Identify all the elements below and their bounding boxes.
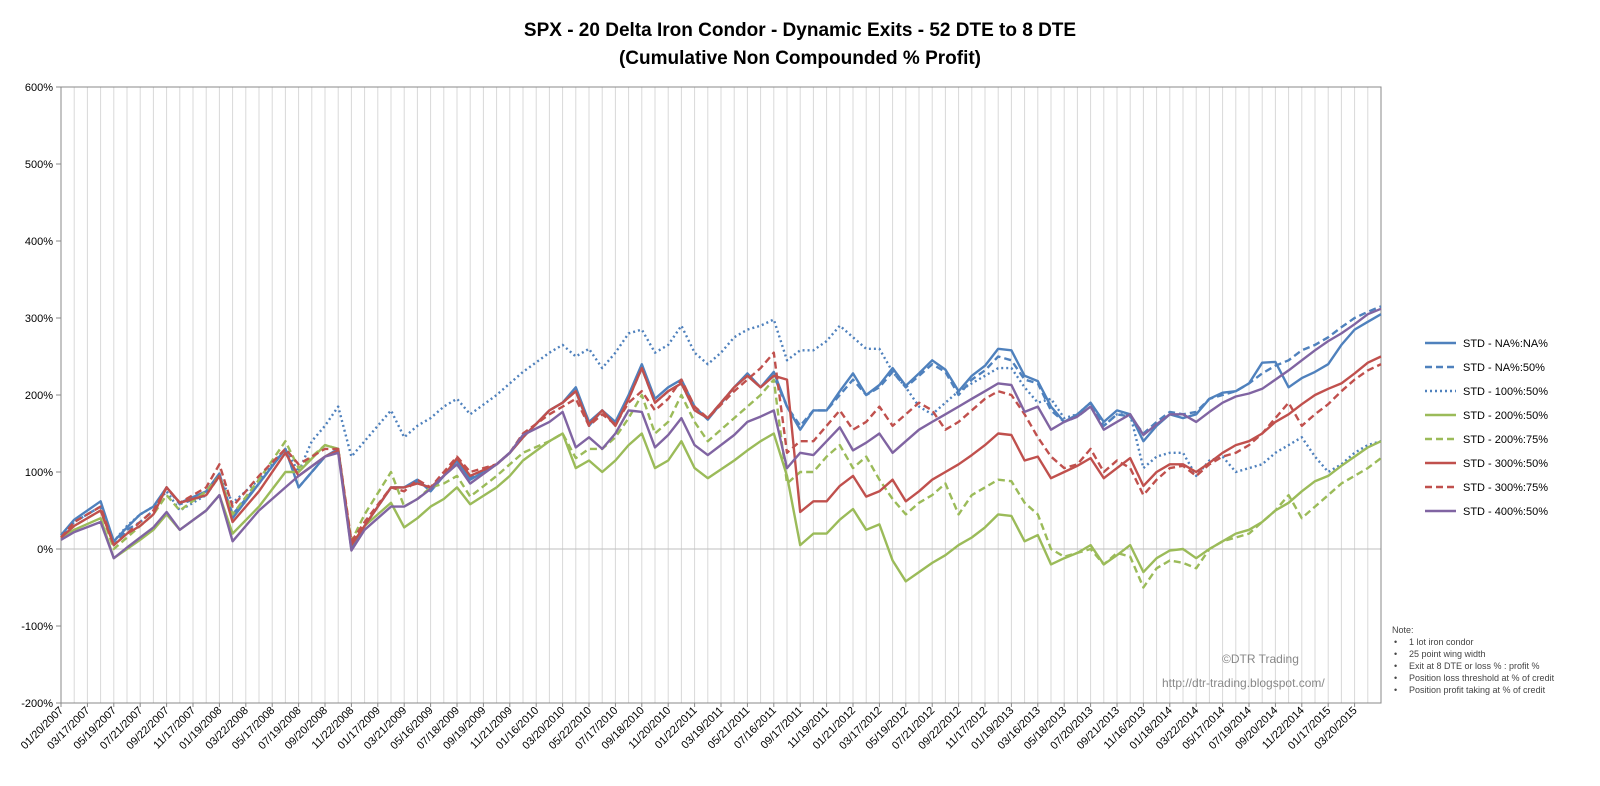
legend-label: STD - 300%:75% xyxy=(1463,482,1548,494)
series-line xyxy=(60,318,1382,543)
y-tick-label: -200% xyxy=(21,698,53,710)
watermark-url: http://dtr-trading.blogspot.com/ xyxy=(1162,676,1325,690)
legend: STD - NA%:NA% STD - NA%:50% STD - 100%:50%… xyxy=(1425,338,1548,518)
legend-label: STD - 400%:50% xyxy=(1463,506,1548,518)
y-tick-label: 100% xyxy=(25,467,53,479)
y-tick-label: -100% xyxy=(21,621,53,633)
series-line xyxy=(60,378,1382,589)
gridlines xyxy=(60,87,1382,703)
y-tick-label: 300% xyxy=(25,313,53,325)
chart-subtitle: (Cumulative Non Compounded % Profit) xyxy=(619,48,981,69)
notes-item: Position loss threshold at % of credit xyxy=(1409,673,1555,683)
y-tick-label: 200% xyxy=(25,390,53,402)
notes-item: Exit at 8 DTE or loss % : profit % xyxy=(1409,661,1540,671)
notes: Note: • 1 lot iron condor • 25 point wing wi… xyxy=(1392,625,1555,695)
series-line xyxy=(60,351,1382,547)
legend-label: STD - NA%:50% xyxy=(1463,362,1545,374)
legend-label: STD - NA%:NA% xyxy=(1463,338,1548,350)
y-tick-label: 600% xyxy=(25,82,53,94)
notes-bullet: • xyxy=(1394,637,1397,647)
watermark-copyright: ©DTR Trading xyxy=(1222,652,1299,666)
y-tick-label: 400% xyxy=(25,236,53,248)
series-line xyxy=(60,432,1382,583)
series-line xyxy=(60,307,1382,560)
legend-label: STD - 100%:50% xyxy=(1463,386,1548,398)
legend-label: STD - 200%:75% xyxy=(1463,434,1548,446)
y-tick-label: 0% xyxy=(37,544,53,556)
notes-bullet: • xyxy=(1394,673,1397,683)
legend-label: STD - 200%:50% xyxy=(1463,410,1548,422)
chart-title: SPX - 20 Delta Iron Condor - Dynamic Exi… xyxy=(524,20,1076,41)
notes-bullet: • xyxy=(1394,661,1397,671)
notes-title: Note: xyxy=(1392,625,1414,635)
notes-item: 25 point wing width xyxy=(1409,649,1486,659)
notes-item: Position profit taking at % of credit xyxy=(1409,685,1546,695)
notes-item: 1 lot iron condor xyxy=(1409,637,1474,647)
notes-bullet: • xyxy=(1394,685,1397,695)
y-tick-label: 500% xyxy=(25,159,53,171)
notes-bullet: • xyxy=(1394,649,1397,659)
legend-label: STD - 300%:50% xyxy=(1463,458,1548,470)
